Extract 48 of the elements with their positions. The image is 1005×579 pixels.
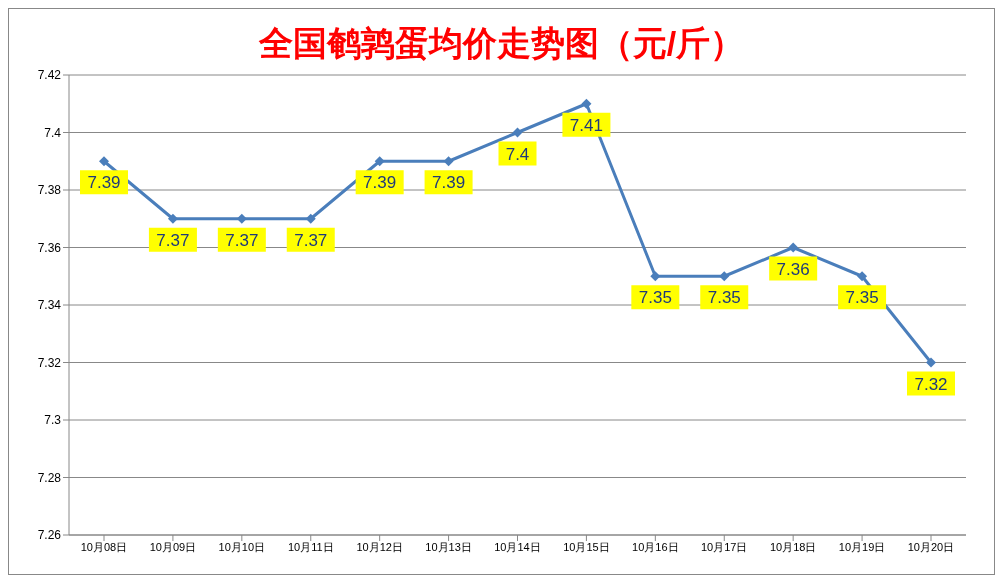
data-label: 7.41 [569,115,603,135]
data-label: 7.39 [87,173,121,193]
x-tick-label: 10月17日 [701,540,748,553]
y-tick-label: 7.34 [37,298,62,313]
point [650,271,661,282]
data-label: 7.37 [225,230,259,250]
point [99,156,109,167]
x-tick-label: 10月15日 [563,540,610,553]
point [443,156,454,167]
point [167,213,178,224]
x-tick-label: 10月16日 [632,540,679,553]
data-label: 7.37 [294,230,328,250]
y-tick-label: 7.3 [44,413,62,428]
x-tick-label: 10月11日 [287,540,334,553]
y-tick-label: 7.4 [44,125,62,140]
data-label: 7.35 [707,288,741,308]
x-tick-label: 10月10日 [218,540,266,553]
data-label: 7.35 [845,288,879,308]
y-tick-label: 7.26 [37,528,62,543]
x-tick-label: 10月09日 [149,540,197,553]
data-label: 7.39 [432,173,466,193]
x-tick-label: 10月20日 [907,540,955,553]
point [374,156,385,167]
y-tick-label: 7.32 [37,355,62,370]
x-tick-label: 10月18日 [769,540,817,553]
y-tick-label: 7.36 [37,240,62,255]
data-label: 7.35 [638,288,672,308]
point [926,357,936,368]
chart-title: 全国鹌鹑蛋均价走势图（元/斤） [257,23,746,64]
data-label: 7.39 [363,173,397,193]
point [788,242,799,253]
x-tick-label: 10月19日 [838,540,886,553]
data-label: 7.32 [914,374,948,394]
point [581,98,592,109]
point [305,213,316,224]
data-label: 7.4 [505,144,530,164]
point [857,271,868,282]
x-tick-label: 10月12日 [356,540,403,553]
x-tick-label: 10月08日 [80,540,128,553]
point [719,271,730,282]
y-tick-label: 7.38 [37,183,62,198]
x-tick-label: 10月14日 [494,540,541,553]
data-label: 7.36 [776,259,810,279]
y-tick-label: 7.42 [37,68,62,83]
y-tick-label: 7.28 [37,470,62,485]
point [512,127,523,138]
data-label: 7.37 [156,230,190,250]
x-tick-label: 10月13日 [425,540,472,553]
